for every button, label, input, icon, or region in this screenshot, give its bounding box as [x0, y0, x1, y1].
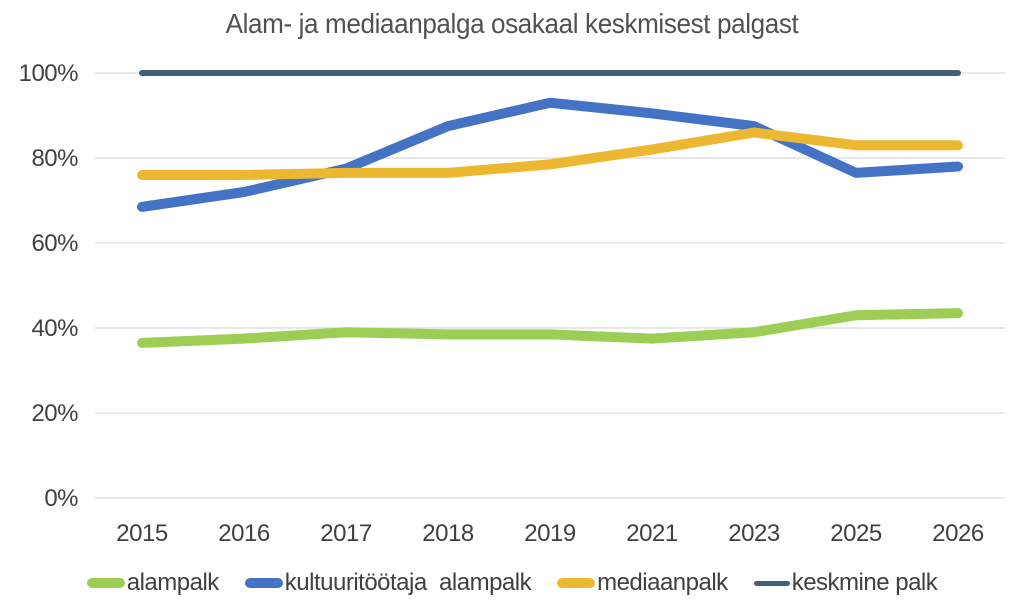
x-tick-label-2023: 2023	[728, 520, 780, 547]
legend-marker-keskmine-palk-icon	[753, 580, 790, 586]
y-tick-label-80-: 80%	[31, 145, 78, 172]
legend-label-mediaanpalk: mediaanpalk	[597, 569, 728, 596]
y-tick-label-40-: 40%	[31, 315, 78, 342]
legend-item-alampalk: alampalk	[86, 569, 220, 597]
legend-marker-kultuurit-taja-alampalk-icon	[244, 578, 283, 588]
x-tick-label-2026: 2026	[932, 520, 984, 547]
chart-title: Alam- ja mediaanpalga osakaal keskmisest…	[225, 8, 799, 39]
x-tick-label-2017: 2017	[320, 520, 372, 547]
y-tick-label-0-: 0%	[44, 485, 78, 512]
x-tick-label-2019: 2019	[524, 520, 576, 547]
series-line-mediaanpalk	[137, 127, 963, 180]
y-tick-label-100-: 100%	[19, 60, 79, 87]
x-tick-label-2025: 2025	[830, 520, 882, 547]
legend-label-kultuurit-taja-alampalk: kultuuritöötaja alampalk	[284, 569, 532, 596]
legend-label-alampalk: alampalk	[126, 569, 220, 596]
chart-legend: alampalk kultuuritöötaja alampalk mediaanp…	[0, 565, 1024, 601]
legend-item-mediaanpalk: mediaanpalk	[557, 569, 728, 597]
legend-item-kultuurit-taja-alampalk: kultuuritöötaja alampalk	[244, 569, 532, 597]
legend-item-keskmine-palk: keskmine palk	[753, 569, 938, 597]
legend-marker-mediaanpalk-icon	[557, 578, 596, 588]
x-tick-label-2018: 2018	[422, 520, 474, 547]
legend-label-keskmine-palk: keskmine palk	[791, 569, 938, 596]
y-tick-label-20-: 20%	[31, 400, 78, 427]
x-tick-label-2015: 2015	[116, 520, 168, 547]
series-line-alampalk	[137, 308, 963, 348]
legend-marker-alampalk-icon	[86, 578, 125, 588]
series-line-kultuurit-taja-alampalk	[137, 97, 963, 212]
x-tick-label-2016: 2016	[218, 520, 270, 547]
x-tick-label-2021: 2021	[626, 520, 678, 547]
y-tick-label-60-: 60%	[31, 230, 78, 257]
